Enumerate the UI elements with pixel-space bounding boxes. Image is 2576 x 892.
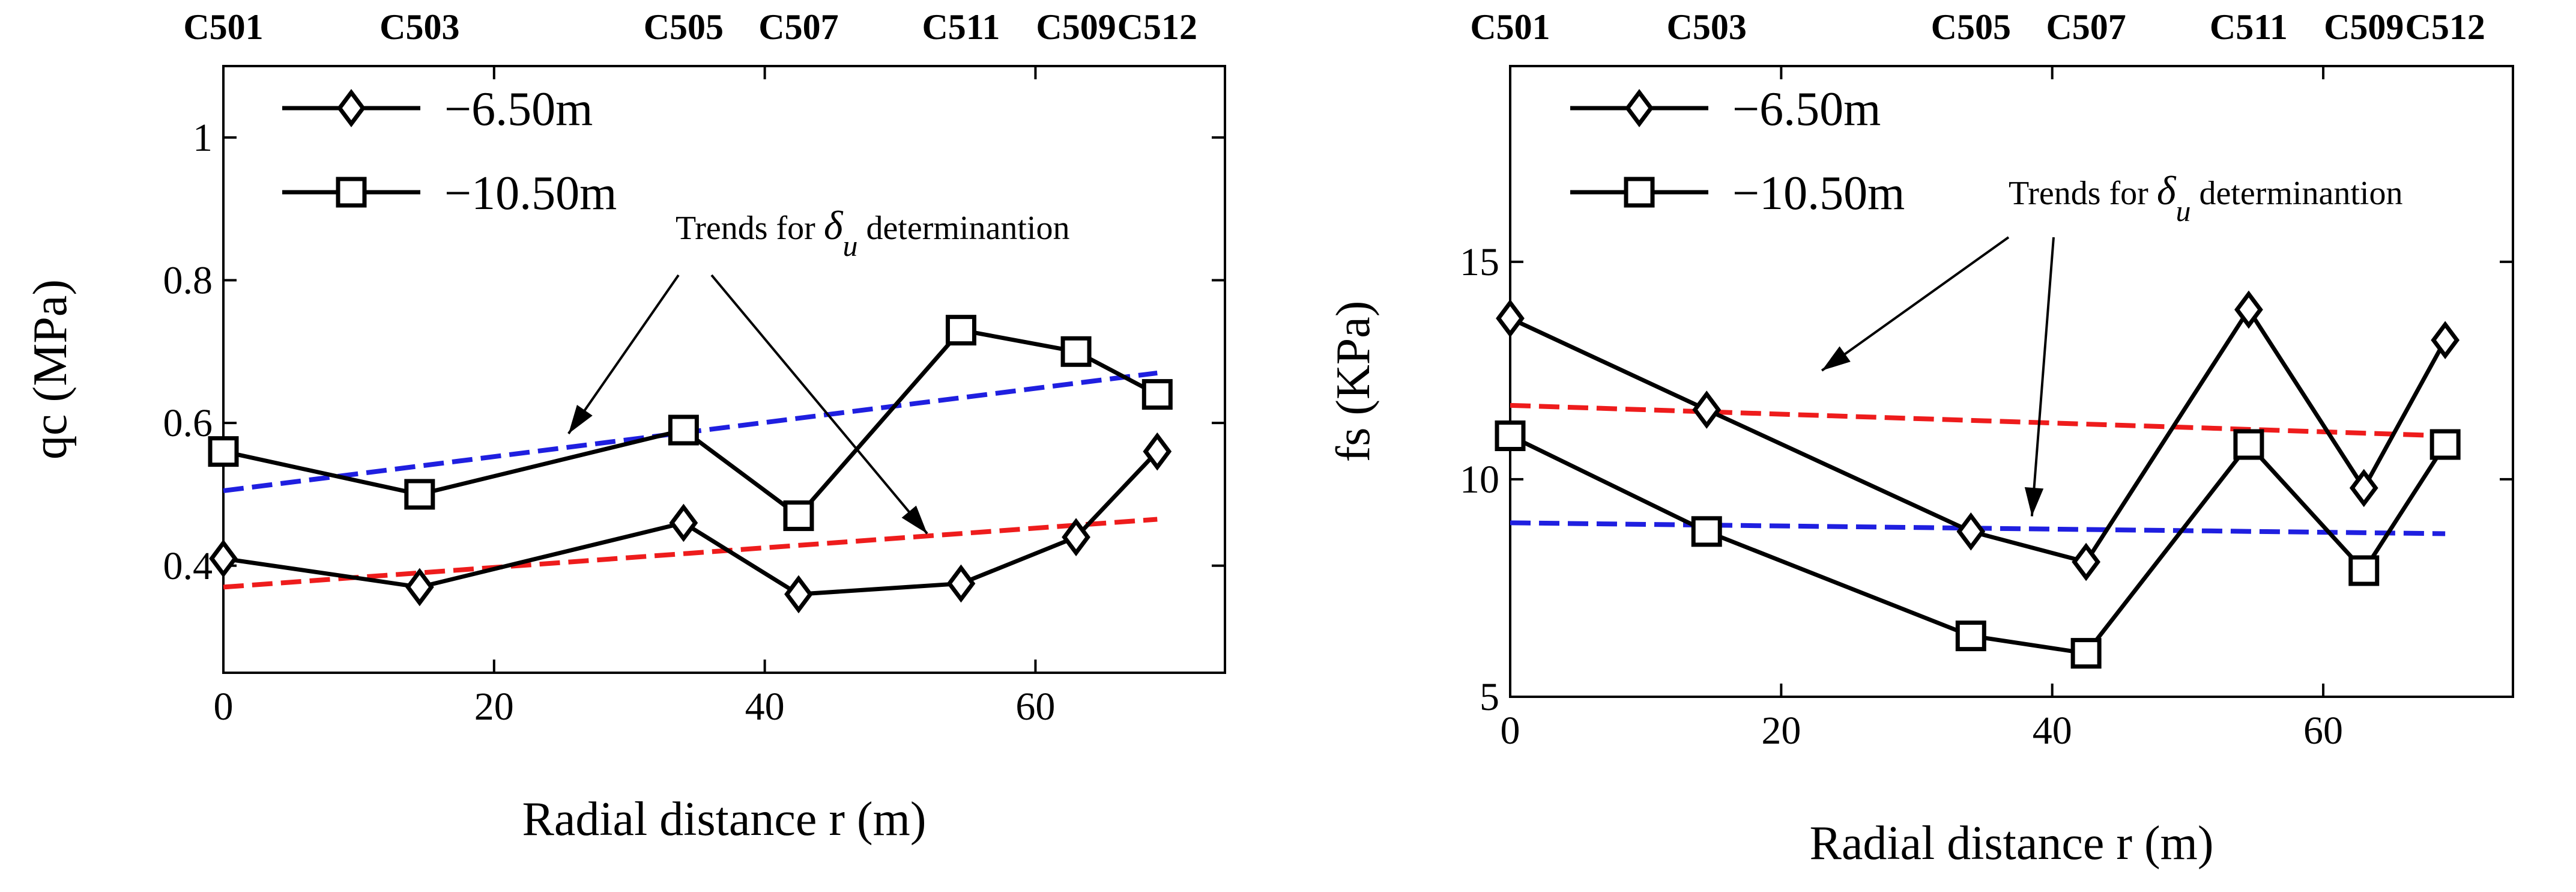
annotation-arrow-line: [710, 274, 928, 535]
station-label: C503: [1667, 7, 1747, 47]
data-point-diamond: [2072, 542, 2100, 581]
data-point-diamond: [2431, 321, 2460, 360]
annotation-arrow-head: [901, 505, 928, 534]
legend-label: −6.50m: [444, 83, 593, 136]
data-point-square: [783, 500, 814, 532]
data-point-square: [668, 414, 699, 446]
plot-frame: [222, 65, 1226, 674]
annotation-symbol: δ: [824, 202, 844, 248]
y-axis-title: fs (KPa): [1327, 301, 1380, 463]
legend-marker-square: [1624, 177, 1655, 208]
annotation-symbol: δ: [2157, 168, 2177, 213]
station-label: C511: [922, 7, 1000, 47]
x-axis-title: Radial distance r (m): [1809, 817, 2213, 870]
data-point-square: [2070, 638, 2102, 669]
x-tick-label: 0: [214, 685, 234, 729]
station-label: C501: [1470, 7, 1550, 47]
panel-right-fs: C501 C503 C505 C507 C511 C509 C512 0 20 40 60 5 10 15…: [1327, 7, 2514, 870]
annotation-suffix: determinantion: [857, 210, 1069, 247]
station-label: C512: [1117, 7, 1197, 47]
annotation-suffix: determinantion: [2191, 175, 2402, 212]
station-label: C501: [183, 7, 263, 47]
annotation-prefix: Trends for: [676, 210, 824, 247]
data-point-square: [2429, 429, 2461, 460]
data-point-square: [1691, 516, 1722, 547]
data-point-square: [1955, 620, 1986, 652]
data-point-diamond: [1692, 390, 1722, 429]
data-point-diamond: [1956, 512, 1986, 551]
data-point-diamond: [1062, 518, 1090, 557]
station-label: C505: [1931, 7, 2011, 47]
station-label: C509: [1036, 7, 1116, 47]
annotation-subscript: u: [842, 229, 857, 262]
legend-label: −10.50m: [444, 167, 617, 220]
x-tick-label: 20: [474, 685, 514, 729]
data-point-square: [208, 436, 239, 467]
y-tick-label: 1: [193, 116, 213, 160]
data-point-diamond: [2349, 469, 2378, 508]
data-point-square: [945, 315, 976, 346]
data-point-square: [1141, 379, 1173, 410]
legend-marker-diamond: [1625, 89, 1654, 127]
legend-label: −6.50m: [1732, 83, 1881, 136]
station-label: C511: [2210, 7, 2288, 47]
annotation-arrow-line: [1821, 236, 2010, 372]
data-point-square: [404, 479, 435, 510]
panel-left-qc: C501 C503 C505 C507 C511 C509 C512 0 20 40 60 0.4 0.…: [24, 7, 1226, 846]
data-point-diamond: [1143, 432, 1172, 471]
annotation-arrow-line: [567, 274, 680, 435]
trend-line-0: [1510, 402, 2446, 438]
x-tick-label: 40: [745, 685, 785, 729]
data-point-square: [1060, 336, 1092, 367]
station-label: C512: [2405, 7, 2485, 47]
x-tick-label: 20: [1761, 709, 1801, 753]
station-label: C505: [644, 7, 724, 47]
data-point-diamond: [669, 503, 698, 542]
annotation-arrow-line: [2030, 237, 2055, 517]
data-point-square: [2348, 555, 2380, 586]
y-axis-title: qc (MPa): [24, 279, 77, 460]
x-axis-title: Radial distance r (m): [522, 793, 926, 846]
y-tick-label: 0.4: [163, 544, 213, 588]
station-label: C503: [379, 7, 459, 47]
data-point-square: [1495, 420, 1526, 452]
trend-annotation: Trends for δu determinantion: [2009, 168, 2402, 228]
annotation-arrow-head: [1822, 346, 1851, 371]
x-tick-label: 60: [1015, 685, 1055, 729]
station-label: C507: [2046, 7, 2126, 47]
y-tick-label: 0.8: [163, 258, 213, 302]
data-point-diamond: [1496, 299, 1525, 338]
legend-marker-diamond: [337, 89, 366, 127]
annotation-arrow-head: [2024, 487, 2044, 517]
station-label: C509: [2324, 7, 2404, 47]
data-point-square: [2233, 429, 2264, 460]
data-point-diamond: [946, 564, 976, 603]
legend-label: −10.50m: [1732, 167, 1905, 220]
y-tick-label: 0.6: [163, 401, 213, 445]
annotation-arrow-head: [568, 404, 593, 434]
station-label: C507: [758, 7, 838, 47]
data-point-diamond: [405, 568, 434, 607]
data-point-diamond: [209, 539, 238, 578]
y-tick-label: 10: [1460, 458, 1499, 502]
y-tick-label: 15: [1460, 240, 1499, 284]
annotation-prefix: Trends for: [2009, 175, 2157, 212]
trend-annotation: Trends for δu determinantion: [676, 202, 1069, 262]
legend-marker-square: [336, 177, 367, 208]
plot-frame: [1509, 65, 2514, 698]
annotation-subscript: u: [2175, 194, 2191, 228]
y-tick-label: 5: [1480, 675, 1499, 719]
data-point-diamond: [784, 575, 813, 614]
x-tick-label: 40: [2033, 709, 2072, 753]
x-tick-label: 60: [2303, 709, 2343, 753]
x-tick-label: 0: [1501, 709, 1520, 753]
data-point-diamond: [2234, 290, 2263, 329]
trend-line-1: [223, 517, 1158, 590]
